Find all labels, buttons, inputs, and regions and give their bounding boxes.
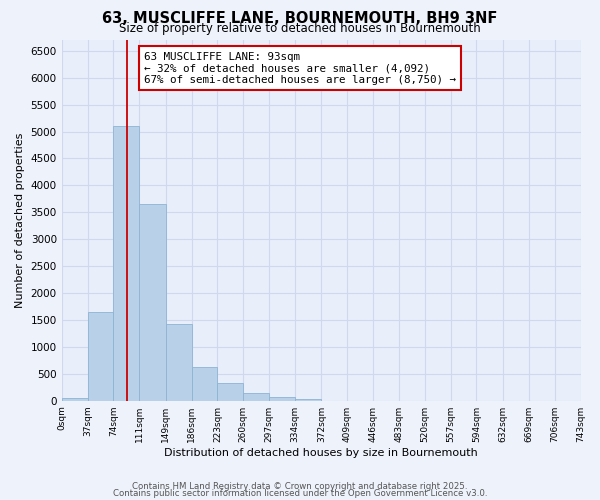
Text: 63, MUSCLIFFE LANE, BOURNEMOUTH, BH9 3NF: 63, MUSCLIFFE LANE, BOURNEMOUTH, BH9 3NF (103, 11, 497, 26)
Bar (62, 398, 88, 400)
Bar (166, 324, 191, 400)
Bar (139, 204, 166, 400)
Bar (88, 312, 113, 400)
X-axis label: Distribution of detached houses by size in Bournemouth: Distribution of detached houses by size … (164, 448, 478, 458)
Bar (191, 368, 217, 400)
Text: Contains HM Land Registry data © Crown copyright and database right 2025.: Contains HM Land Registry data © Crown c… (132, 482, 468, 491)
Bar (295, 399, 322, 400)
Bar (243, 392, 269, 400)
Bar (269, 397, 295, 400)
Bar (217, 384, 243, 400)
Text: Size of property relative to detached houses in Bournemouth: Size of property relative to detached ho… (119, 22, 481, 35)
Bar (113, 126, 139, 400)
Text: Contains public sector information licensed under the Open Government Licence v3: Contains public sector information licen… (113, 489, 487, 498)
Text: 63 MUSCLIFFE LANE: 93sqm
← 32% of detached houses are smaller (4,092)
67% of sem: 63 MUSCLIFFE LANE: 93sqm ← 32% of detach… (144, 52, 456, 85)
Y-axis label: Number of detached properties: Number of detached properties (15, 132, 25, 308)
